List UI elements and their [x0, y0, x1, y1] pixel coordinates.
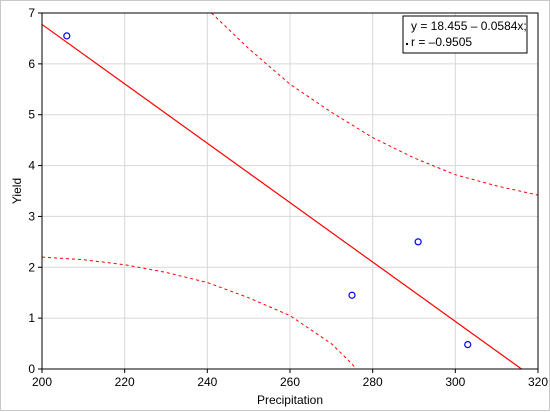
regression-line — [41, 23, 522, 370]
y-axis-ticks: 0 1 2 3 4 5 6 7 — [28, 6, 42, 376]
upper-confidence-band — [211, 12, 539, 196]
y-tick-label: 5 — [28, 108, 35, 122]
data-point — [414, 238, 422, 246]
equation-line: y = 18.455 – 0.0584x; — [411, 19, 527, 33]
confidence-bands — [41, 12, 539, 370]
correlation-line: r = –0.9505 — [411, 35, 472, 49]
grid-lines — [42, 13, 538, 369]
x-tick-label: 260 — [280, 375, 300, 389]
y-axis-label: Yield — [10, 178, 24, 204]
y-tick-label: 4 — [28, 159, 35, 173]
x-axis-label: Precipitation — [257, 393, 323, 407]
lower-confidence-band — [41, 256, 357, 370]
y-tick-label: 1 — [28, 311, 35, 325]
data-point — [348, 291, 356, 299]
regression-line-group — [41, 23, 522, 370]
x-tick-label: 220 — [115, 375, 135, 389]
data-point — [464, 340, 472, 349]
x-tick-label: 300 — [445, 375, 465, 389]
y-tick-label: 0 — [28, 362, 35, 376]
x-tick-label: 280 — [363, 375, 383, 389]
y-tick-label: 2 — [28, 260, 35, 274]
y-tick-label: 3 — [28, 209, 35, 223]
x-tick-label: 200 — [32, 375, 52, 389]
legend-marker — [406, 43, 408, 45]
x-axis-ticks: 200 220 240 260 280 300 320 — [32, 369, 548, 389]
data-points — [63, 32, 472, 349]
y-tick-label: 7 — [28, 6, 35, 20]
y-tick-label: 6 — [28, 57, 35, 71]
x-tick-label: 240 — [197, 375, 217, 389]
data-point — [63, 32, 71, 40]
equation-legend-box — [402, 15, 528, 54]
x-tick-label: 320 — [528, 375, 548, 389]
equation-legend: y = 18.455 – 0.0584x; r = –0.9505 — [402, 15, 528, 54]
